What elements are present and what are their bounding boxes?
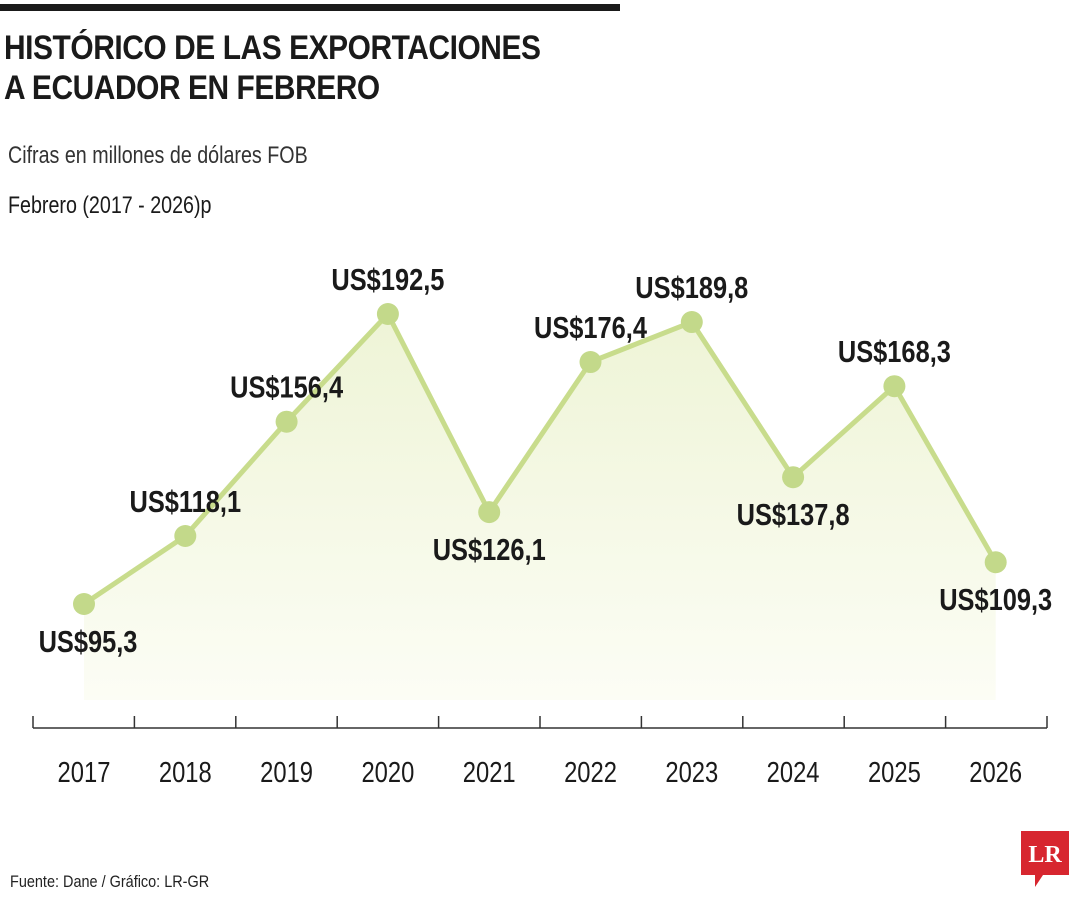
data-label-layer: US$95,3 US$118,1 US$156,4 US$192,5 US$126,1 U… bbox=[39, 263, 1053, 660]
data-label-2024: US$137,8 bbox=[737, 498, 850, 533]
data-point-2023 bbox=[680, 311, 703, 334]
area-fill bbox=[84, 314, 996, 700]
data-point-2021 bbox=[478, 501, 501, 524]
data-label-2025: US$168,3 bbox=[838, 335, 951, 370]
svg-text:LR: LR bbox=[1028, 842, 1062, 868]
chart-title: HISTÓRICO DE LAS EXPORTACIONES A ECUADOR… bbox=[4, 28, 620, 108]
data-point-2018 bbox=[174, 524, 197, 547]
x-tick-label: 2019 bbox=[260, 756, 313, 789]
data-point-2019 bbox=[275, 410, 298, 433]
chart-subtitle: Cifras en millones de dólares FOB bbox=[8, 142, 308, 169]
x-tick-label: 2021 bbox=[463, 756, 516, 789]
x-tick-label: 2023 bbox=[665, 756, 718, 789]
title-line-1: HISTÓRICO DE LAS EXPORTACIONES bbox=[4, 29, 541, 67]
lr-logo: LR bbox=[1021, 831, 1069, 887]
data-label-2020: US$192,5 bbox=[331, 263, 444, 298]
title-line-2: A ECUADOR EN FEBRERO bbox=[4, 69, 380, 107]
data-label-2018: US$118,1 bbox=[130, 485, 242, 520]
data-label-2017: US$95,3 bbox=[39, 625, 138, 660]
data-label-2026: US$109,3 bbox=[939, 583, 1052, 618]
x-tick-label: 2022 bbox=[564, 756, 617, 789]
data-point-2024 bbox=[782, 466, 805, 489]
data-point-2022 bbox=[579, 351, 602, 374]
data-point-2026 bbox=[984, 551, 1007, 574]
chart-period: Febrero (2017 - 2026)p bbox=[8, 192, 212, 219]
data-label-2022: US$176,4 bbox=[534, 311, 647, 346]
data-label-2021: US$126,1 bbox=[433, 533, 546, 568]
top-rule bbox=[0, 4, 620, 11]
series-line bbox=[81, 311, 999, 607]
data-label-2019: US$156,4 bbox=[230, 370, 343, 405]
line-layer bbox=[81, 311, 999, 607]
x-tick-label: 2020 bbox=[361, 756, 414, 789]
x-tick-label: 2025 bbox=[868, 756, 921, 789]
area-layer bbox=[84, 314, 996, 700]
data-point-2017 bbox=[73, 593, 95, 615]
data-point-2020 bbox=[376, 303, 399, 325]
x-tick-label: 2026 bbox=[969, 756, 1022, 789]
x-tick-label: 2017 bbox=[58, 756, 111, 789]
x-axis: 2017 2018 2019 2020 2021 2022 2023 2024 2025 2026 bbox=[32, 716, 1048, 789]
x-tick-label: 2018 bbox=[159, 756, 212, 789]
data-label-2023: US$189,8 bbox=[635, 271, 748, 306]
data-point-2025 bbox=[883, 375, 906, 398]
x-tick-label: 2024 bbox=[767, 756, 820, 789]
source-note: Fuente: Dane / Gráfico: LR-GR bbox=[10, 872, 210, 891]
point-layer bbox=[73, 303, 1007, 615]
